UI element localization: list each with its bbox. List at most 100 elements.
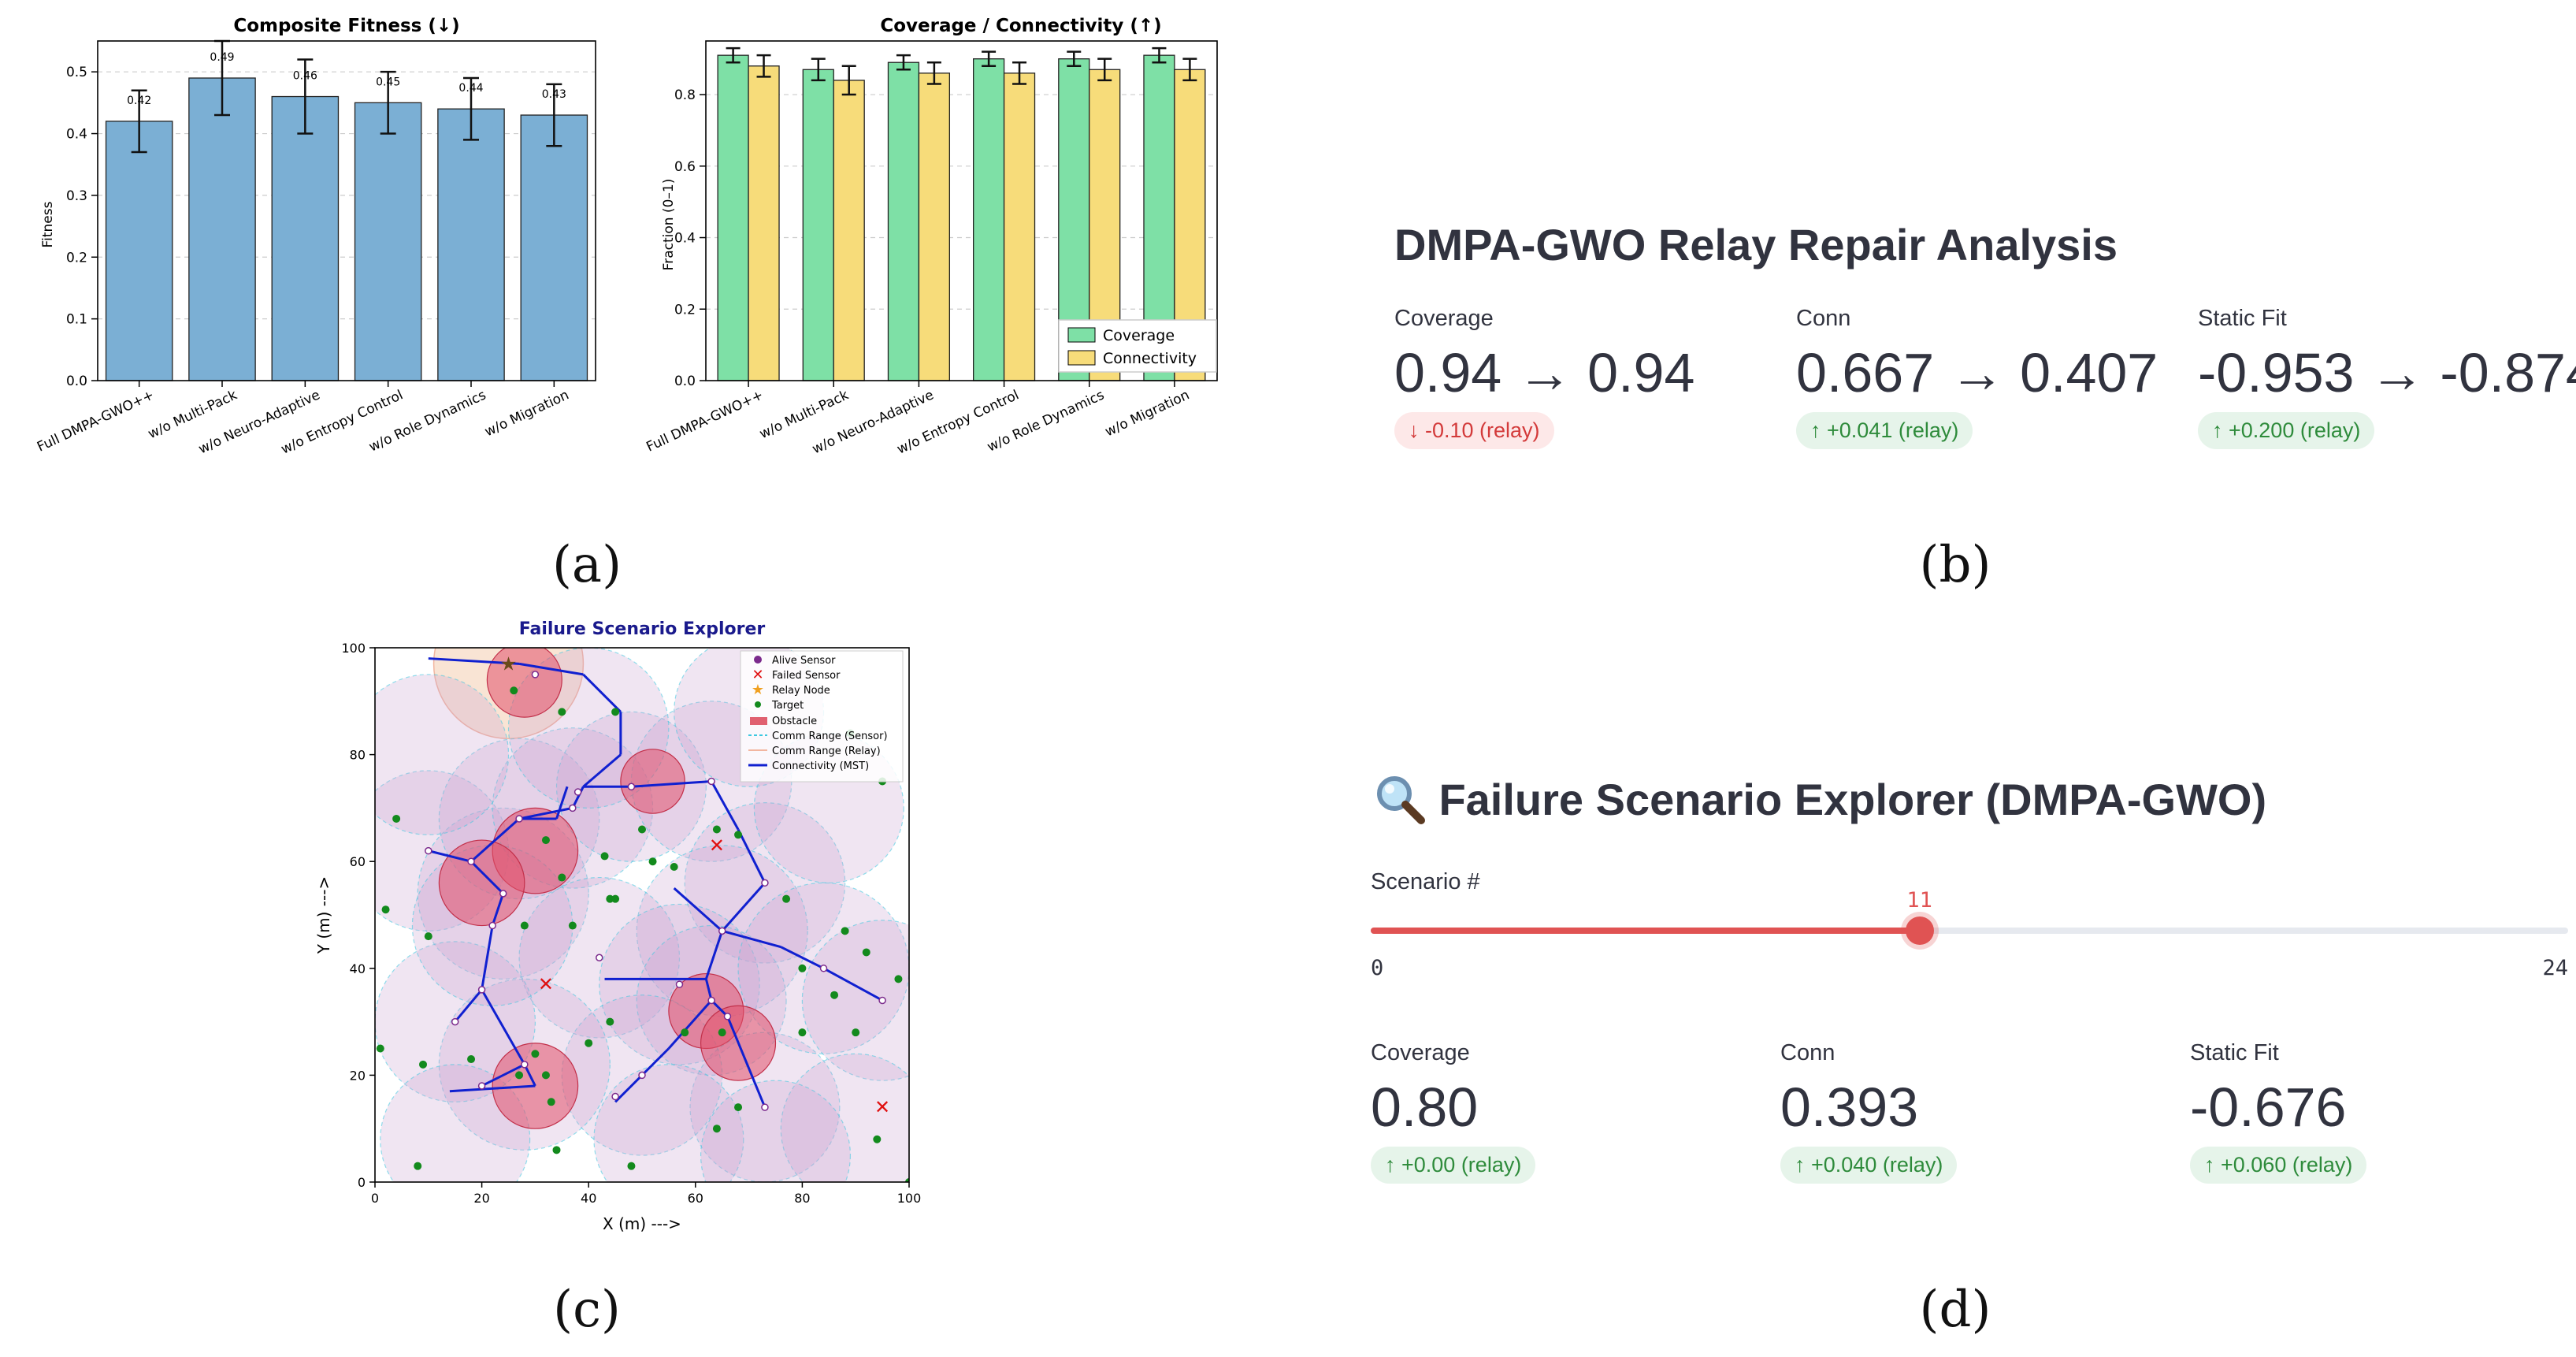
alive-sensor [627, 783, 636, 791]
legend-label: Failed Sensor [772, 670, 841, 682]
legend-label: Alive Sensor [772, 655, 836, 667]
failed-sensor: ✕ [709, 835, 725, 857]
target [558, 708, 566, 716]
chart-title: Coverage / Connectivity (↑) [880, 16, 1161, 36]
target [734, 831, 743, 839]
target [681, 1028, 689, 1037]
mst-edge [449, 1084, 536, 1093]
slider-max-label: 24 [2542, 956, 2568, 980]
x-tick-label: 80 [794, 1191, 810, 1206]
metric-conn: Conn 0.667 → 0.407 ↑ +0.041 (relay) [1796, 306, 2158, 449]
legend-label: Obstacle [772, 716, 817, 727]
legend-label: Comm Range (Relay) [772, 745, 881, 757]
mst-edge [780, 946, 825, 970]
bar-coverage [972, 58, 1005, 381]
mst-edge [582, 673, 622, 713]
obstacle [438, 839, 525, 927]
legend-label: Coverage [1103, 327, 1175, 344]
metric-delta: ↑ +0.040 (relay) [1780, 1147, 1958, 1184]
scenario-slider[interactable]: 11 0 24 [1371, 888, 2568, 989]
metric-value: -0.676 [2190, 1076, 2347, 1138]
target [520, 921, 529, 930]
target [611, 708, 620, 716]
y-tick-label: 0.5 [66, 65, 87, 80]
y-tick-label: 0.0 [674, 374, 696, 389]
magnifier-icon [1377, 776, 1425, 824]
panel-label-b: (b) [1919, 536, 1991, 594]
x-tick-label: 20 [473, 1191, 489, 1206]
metric-value: 0.94 → 0.94 [1394, 342, 1695, 403]
slider-thumb[interactable] [1905, 916, 1934, 945]
target [392, 814, 401, 823]
sensor-range [593, 1064, 744, 1182]
metric-delta: ↑ +0.060 (relay) [2190, 1147, 2367, 1184]
target [531, 1050, 540, 1058]
legend-label: Target [771, 700, 804, 712]
mst-edge [428, 850, 472, 863]
y-axis-label: Y (m) ---> [314, 876, 333, 954]
target [648, 857, 657, 866]
mst-edge [667, 999, 713, 1050]
legend: Coverage Connectivity [1058, 319, 1217, 373]
target [467, 1055, 476, 1064]
mst-edge [428, 657, 520, 665]
failure-explorer-panel: Failure Scenario Explorer (DMPA-GWO) Sce… [1363, 768, 2568, 1225]
x-tick-label: 0 [371, 1191, 379, 1206]
data-label: 0.46 [293, 70, 317, 83]
sensor-range [700, 1080, 851, 1182]
metric-delta: ↓ -0.10 (relay) [1394, 412, 1554, 449]
mst-edge [555, 786, 569, 820]
obstacle [620, 749, 685, 814]
alive-sensor [718, 927, 726, 935]
plot-frame [705, 40, 1218, 381]
y-tick-label: 20 [350, 1068, 366, 1083]
x-tick-label: 60 [688, 1191, 703, 1206]
slider-fill [1371, 928, 1920, 934]
mst-edge [571, 786, 585, 809]
alive-sensor [499, 890, 507, 898]
legend-label: Connectivity [1103, 350, 1197, 367]
y-tick-label: 0 [358, 1175, 366, 1190]
mst-edge [523, 1064, 536, 1087]
target [541, 836, 550, 845]
mst-edge [481, 1063, 525, 1087]
slider-value: 11 [1906, 888, 1932, 913]
bar [188, 77, 256, 381]
metric-label: Conn [1796, 306, 1851, 331]
alive-sensor [451, 1017, 459, 1026]
target [670, 862, 678, 871]
bar-connectivity [748, 65, 780, 381]
mst-edge [470, 861, 504, 894]
alive-sensor [707, 996, 715, 1005]
legend-swatch-coverage [1067, 327, 1096, 343]
plot-frame [97, 40, 596, 381]
target [841, 927, 849, 935]
failed-sensor: ✕ [874, 1096, 890, 1118]
x-tick-label: 40 [581, 1191, 596, 1206]
legend: Alive Sensor ✕ Failed Sensor ★ Relay Nod… [740, 650, 904, 783]
target [376, 1044, 384, 1053]
target [638, 825, 646, 834]
alive-sensor [467, 857, 475, 865]
metric-static-fit: Static Fit -0.676 ↑ +0.060 (relay) [2190, 1040, 2367, 1184]
legend-swatch-connectivity [1067, 350, 1096, 366]
relay-repair-panel: DMPA-GWO Relay Repair Analysis Coverage … [1394, 213, 2576, 481]
legend-label: Comm Range (Sensor) [772, 731, 888, 742]
y-tick-label: 0.2 [674, 302, 696, 318]
plot-layers: ✕✕✕★ [375, 648, 909, 1182]
bar [105, 121, 173, 381]
target [515, 1071, 524, 1080]
x-tick-label: Full DMPA-GWO++ [644, 387, 766, 455]
bar-connectivity [1003, 72, 1036, 381]
bar-connectivity [833, 80, 865, 381]
bar [520, 114, 588, 381]
alive-sensor [761, 879, 769, 887]
metric-value: 0.80 [1371, 1076, 1479, 1138]
alive-sensor [596, 954, 603, 961]
coverage-connectivity-chart: Coverage / Connectivity (↑) 0.0 0.2 0.4 0.6… [644, 16, 1218, 458]
metric-delta: ↑ +0.041 (relay) [1796, 412, 1973, 449]
metric-label: Static Fit [2198, 306, 2287, 331]
target [414, 1162, 422, 1170]
slider-track[interactable] [1371, 928, 2568, 934]
